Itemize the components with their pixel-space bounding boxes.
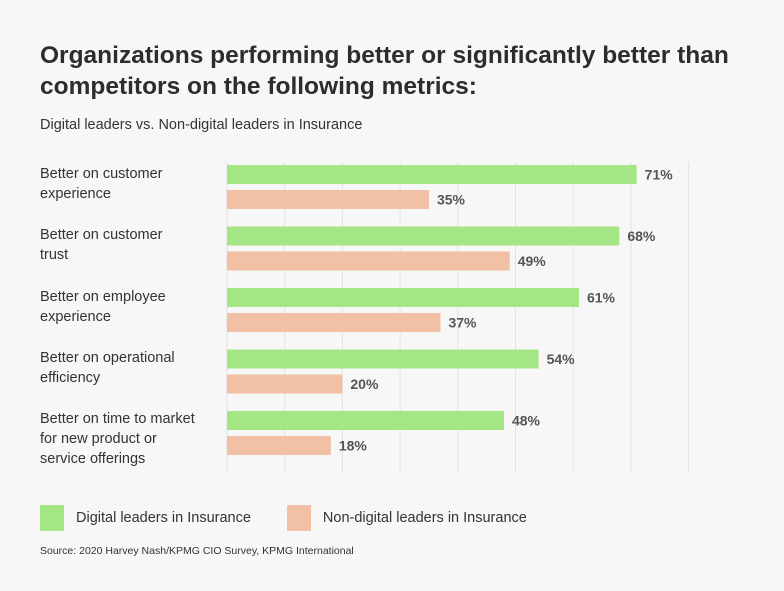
data-label: 54% [547, 351, 576, 367]
bar-non-digital-2 [227, 313, 441, 332]
legend-swatch-non-digital [286, 505, 311, 531]
bar-digital-2 [227, 288, 579, 307]
category-label: Better on customer experience [40, 166, 163, 202]
bar-digital-0 [227, 165, 637, 184]
bar-digital-1 [227, 226, 620, 246]
chart-title: Organizations performing better or signi… [40, 42, 729, 100]
category-label: Better on customer trust [40, 227, 163, 263]
bar-non-digital-1 [227, 251, 510, 271]
bar-non-digital-3 [227, 374, 343, 394]
data-label: 48% [512, 413, 541, 429]
data-label: 37% [448, 315, 477, 331]
category-label: Better on time to market for new product … [40, 411, 195, 467]
source-note: Source: 2020 Harvey Nash/KPMG CIO Survey… [40, 545, 354, 557]
legend-label-digital: Digital leaders in Insurance [76, 510, 251, 526]
legend: Digital leaders in Insurance Non-digital… [40, 505, 563, 531]
data-label: 20% [350, 376, 379, 392]
category-label: Better on operational efficiency [40, 350, 175, 386]
legend-item-digital: Digital leaders in Insurance [40, 505, 251, 531]
legend-swatch-digital [40, 505, 64, 531]
bar-digital-3 [227, 349, 539, 369]
bar-digital-4 [227, 411, 504, 430]
data-label: 35% [437, 192, 466, 208]
data-label: 71% [645, 167, 674, 183]
legend-label-non-digital: Non-digital leaders in Insurance [322, 510, 527, 526]
bar-non-digital-4 [227, 436, 331, 455]
data-label: 18% [339, 438, 368, 454]
chart-subtitle: Digital leaders vs. Non-digital leaders … [40, 117, 363, 133]
data-label: 61% [587, 290, 616, 306]
data-label: 49% [518, 253, 547, 269]
bar-non-digital-0 [227, 190, 429, 209]
category-label: Better on employee experience [40, 289, 166, 325]
data-label: 68% [627, 228, 656, 244]
legend-item-non-digital: Non-digital leaders in Insurance [286, 505, 527, 531]
